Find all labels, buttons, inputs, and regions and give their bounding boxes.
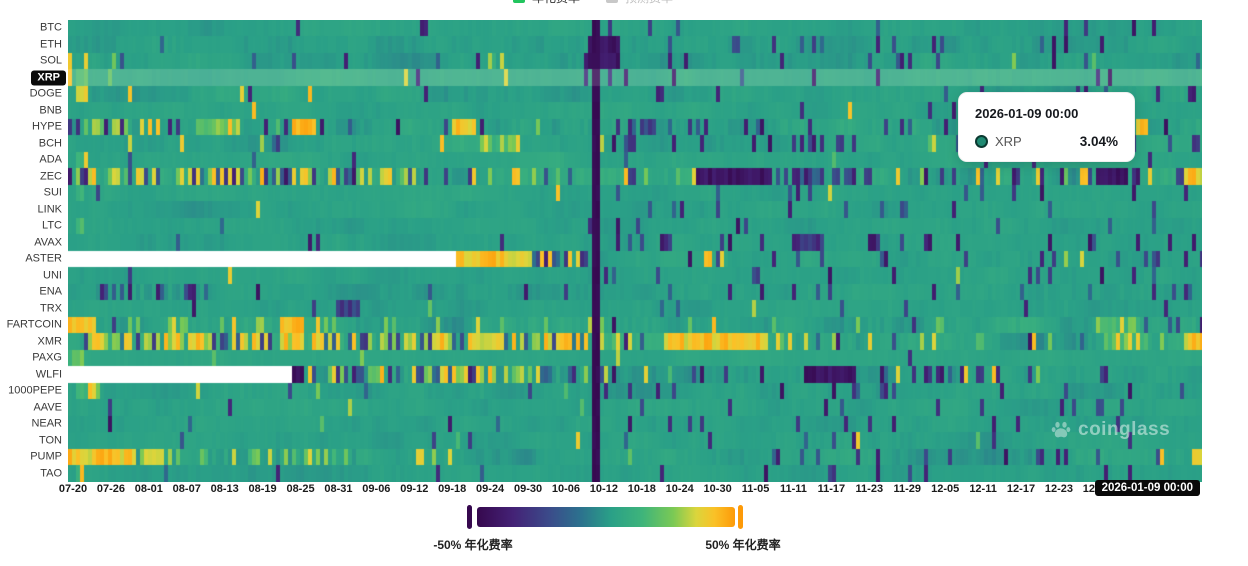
x-axis-current-time-badge: 2026-01-09 00:00 <box>1094 480 1200 496</box>
y-axis-symbol-label[interactable]: 1000PEPE <box>8 384 62 397</box>
y-axis-symbol-label[interactable]: DOGE <box>29 87 62 100</box>
y-axis-symbol-label[interactable]: SUI <box>43 186 62 199</box>
x-axis-date-label: 09-12 <box>400 483 429 495</box>
x-axis-date-label: 10-12 <box>589 483 618 495</box>
y-axis-symbol-label[interactable]: XRP <box>31 70 66 86</box>
colorbar-max-label: 50% 年化费率 <box>705 538 781 552</box>
y-axis-symbol-label[interactable]: ZEC <box>40 170 62 183</box>
y-axis-symbol-label[interactable]: ADA <box>39 153 62 166</box>
y-axis-symbol-label[interactable]: LINK <box>37 203 62 216</box>
y-axis-symbol-label[interactable]: HYPE <box>32 120 62 133</box>
y-axis-symbol-label[interactable]: BNB <box>39 104 62 117</box>
y-axis-symbol-label[interactable]: UNI <box>43 269 62 282</box>
x-axis-date-label: 07-20 <box>58 483 88 495</box>
colorbar-max-handle[interactable] <box>736 503 745 531</box>
tooltip-timestamp: 2026-01-09 00:00 <box>975 106 1079 121</box>
x-axis-date-label: 08-31 <box>324 483 353 495</box>
y-axis-symbol-label[interactable]: LTC <box>42 219 62 232</box>
y-axis-symbol-label[interactable]: TON <box>38 434 62 447</box>
x-axis-date-label: 11-29 <box>893 483 921 495</box>
x-axis-date-label: 08-01 <box>134 483 163 495</box>
x-axis-date-label: 07-26 <box>96 483 125 495</box>
x-axis-date-label: 12-05 <box>931 483 960 495</box>
y-axis-symbol-label[interactable]: AAVE <box>33 401 62 414</box>
x-axis-date-label: 12-11 <box>969 483 997 495</box>
y-axis-symbol-label[interactable]: ENA <box>39 285 62 298</box>
tooltip-series-name: XRP <box>995 134 1022 149</box>
legend-swatch-green <box>513 0 525 3</box>
legend-label: 预测费率 <box>625 0 673 6</box>
y-axis-symbol-label[interactable]: NEAR <box>31 417 62 430</box>
x-axis-date-label: 12-17 <box>1006 483 1036 495</box>
x-axis-date-label: 10-06 <box>551 483 581 495</box>
y-axis-symbol-label[interactable]: BCH <box>38 137 62 150</box>
colorbar-min-handle[interactable] <box>465 503 474 531</box>
x-axis-date-label: 08-07 <box>172 483 201 495</box>
legend-label: 年化费率 <box>532 0 580 6</box>
y-axis-symbol-label[interactable]: TRX <box>40 302 62 315</box>
legend-item-predicted-rate[interactable]: 预测费率 <box>606 0 673 6</box>
tooltip-series-value: 3.04% <box>1079 134 1118 149</box>
x-axis-date-label: 08-25 <box>286 483 315 495</box>
x-axis-date-label: 09-24 <box>476 483 505 495</box>
tooltip-series-row: XRP 3.04% <box>975 134 1118 149</box>
x-axis-date-label: 10-30 <box>703 483 732 495</box>
x-axis-date-label: 10-24 <box>665 483 694 495</box>
y-axis-symbol-label[interactable]: BTC <box>40 21 62 34</box>
x-axis-date-label: 10-18 <box>627 483 656 495</box>
y-axis-symbol-label[interactable]: ETH <box>40 38 62 51</box>
funding-rate-heatmap-canvas[interactable] <box>68 20 1202 482</box>
y-axis-symbol-label[interactable]: ASTER <box>25 252 62 265</box>
x-axis-date-label: 09-30 <box>513 483 543 495</box>
colorbar-min-label: -50% 年化费率 <box>433 538 513 552</box>
y-axis-symbol-label[interactable]: SOL <box>39 54 62 67</box>
x-axis-date-label: 11-11 <box>780 483 807 495</box>
chart-legend: 年化费率 预测费率 <box>513 0 673 6</box>
legend-swatch-gray <box>606 0 619 3</box>
x-axis-date-label: 11-17 <box>817 483 846 495</box>
x-axis-date-label: 11-23 <box>855 483 884 495</box>
tooltip: 2026-01-09 00:00 XRP 3.04% <box>958 92 1135 162</box>
x-axis-date-label: 08-13 <box>210 483 239 495</box>
x-axis-date-label: 09-18 <box>438 483 467 495</box>
y-axis-symbol-label[interactable]: WLFI <box>35 368 62 381</box>
y-axis-symbol-label[interactable]: PAXG <box>32 351 62 364</box>
y-axis-symbol-label[interactable]: AVAX <box>34 236 62 249</box>
y-axis-symbol-label[interactable]: XMR <box>37 335 62 348</box>
x-axis-date-label: 11-05 <box>741 483 770 495</box>
x-axis-date-label: 09-06 <box>362 483 391 495</box>
series-dot-icon <box>975 135 988 148</box>
y-axis-symbol-label[interactable]: TAO <box>40 467 62 480</box>
y-axis-symbol-label[interactable]: FARTCOIN <box>6 318 62 331</box>
x-axis-date-label: 12-23 <box>1044 483 1073 495</box>
colorbar-gradient <box>477 507 735 527</box>
legend-item-annualized-rate[interactable]: 年化费率 <box>513 0 580 6</box>
y-axis-symbol-label[interactable]: PUMP <box>30 450 62 463</box>
x-axis-date-label: 08-19 <box>248 483 277 495</box>
